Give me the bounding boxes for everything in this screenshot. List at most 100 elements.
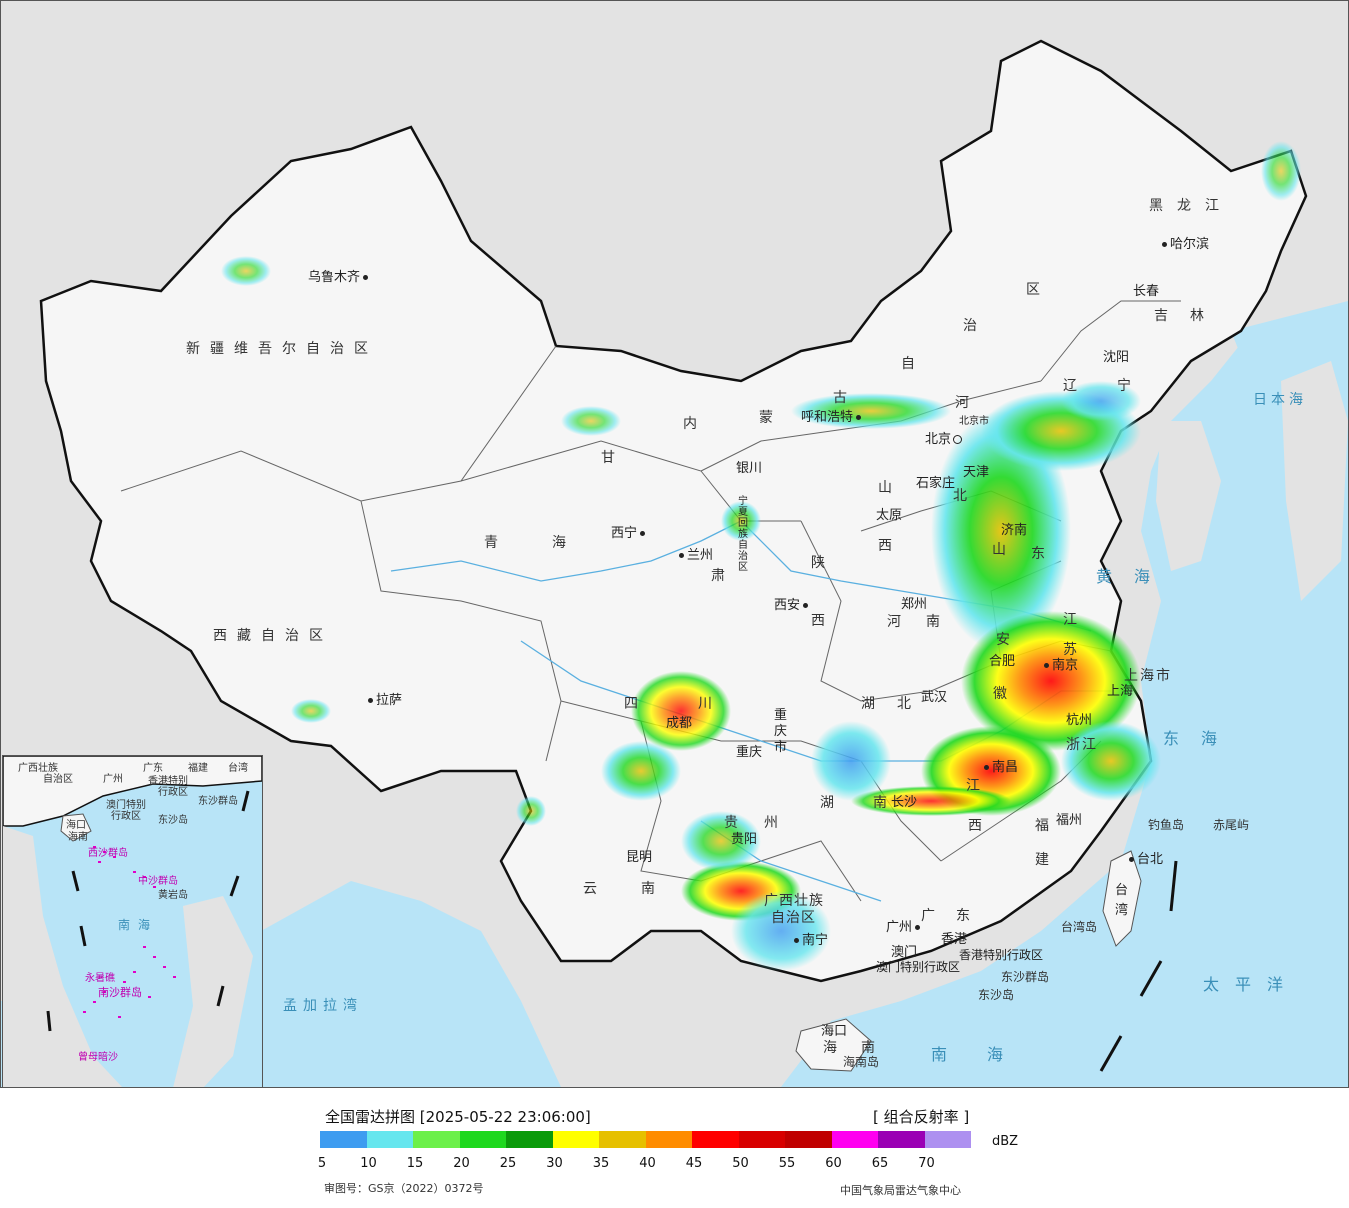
inset-dongsha-2: 东沙岛 (158, 815, 188, 826)
inset-sea-label: 南海 (118, 918, 159, 932)
legend-swatch-0 (320, 1131, 367, 1148)
province-shaanxi-2: 西 (811, 613, 834, 629)
province-neimenggu-3: 古 (833, 390, 856, 406)
radar-echoes (221, 141, 1301, 971)
province-sichuan-2: 川 (698, 696, 721, 712)
city-taipei: 台北 (1126, 853, 1163, 866)
legend-title: 全国雷达拼图 [2025-05-22 23:06:00] (325, 1108, 591, 1126)
south-china-sea-inset: 广西壮族 自治区 广东 福建 台湾 广州 香港特别 行政区 澳门特别 行政区 东… (2, 755, 263, 1087)
inset-macau-2: 行政区 (111, 811, 141, 822)
city-shijiazhuang: 石家庄 (916, 476, 956, 491)
province-neimenggu-6: 区 (1026, 282, 1049, 298)
city-taiyuan: 太原 (876, 508, 903, 523)
province-zhejiang: 浙江 (1066, 737, 1098, 753)
province-hebei-1: 河 (955, 395, 978, 411)
inset-xisha: 西沙群岛 (88, 848, 128, 859)
province-neimenggu-2: 蒙 (759, 410, 782, 426)
province-anhui-2: 徽 (993, 686, 1016, 702)
province-macau: 澳门特别行政区 (876, 960, 961, 974)
city-beijing-label: 北京市 (959, 416, 989, 427)
province-jiangxi-1: 江 (966, 778, 989, 794)
province-gansu: 甘 (601, 450, 624, 466)
province-jiangsu-1: 江 (1063, 612, 1086, 628)
province-hunan-1: 湖 (820, 795, 843, 811)
province-guangxi-2: 自治区 (771, 910, 816, 926)
city-kunming: 昆明 (626, 850, 653, 865)
city-wuhan: 武汉 (921, 690, 948, 705)
province-jiangxi-2: 西 (968, 818, 991, 834)
legend-tick-label: 45 (685, 1156, 703, 1171)
province-shanxi-1: 山 (878, 480, 901, 496)
radar-map: 新疆维吾尔自治区 西藏自治区 青海 甘 肃 内 蒙 古 自 治 区 黑龙江 吉林… (0, 0, 1349, 1088)
city-lanzhou: 兰州 (676, 549, 713, 562)
credit: 中国气象局雷达气象中心 (840, 1184, 961, 1197)
legend-tick-label: 30 (546, 1156, 563, 1171)
inset-hainan: 海南 (68, 832, 88, 843)
inset-dongsha: 东沙群岛 (198, 796, 238, 807)
inset-hk-2: 行政区 (158, 787, 188, 798)
legend-product: [ 组合反射率 ] (873, 1108, 970, 1126)
city-nanjing: 南京 (1041, 659, 1078, 672)
province-shandong-1: 山 (992, 542, 1015, 558)
inset-guangxi: 广西壮族 (18, 763, 58, 774)
province-hainan-2: 南 (861, 1040, 884, 1056)
legend-tick-label: 50 (732, 1156, 749, 1171)
province-liaoning: 辽宁 (1063, 378, 1171, 394)
province-xinjiang: 新疆维吾尔自治区 (186, 341, 378, 357)
province-henan-2: 南 (926, 614, 949, 630)
inset-guangxi-2: 自治区 (43, 774, 73, 785)
legend: 全国雷达拼图 [2025-05-22 23:06:00] [ 组合反射率 ] d… (0, 1088, 1349, 1208)
province-hebei-2: 北 (953, 488, 976, 504)
city-shenyang: 沈阳 (1103, 350, 1130, 365)
city-harbin: 哈尔滨 (1159, 238, 1209, 251)
province-guangxi-1: 广西壮族 (764, 893, 824, 909)
inset-yongshu: 永暑礁 (85, 973, 115, 984)
sea-south: 南海 (931, 1045, 1044, 1064)
legend-tick-label: 10 (360, 1156, 377, 1171)
legend-tick-label: 5 (317, 1156, 327, 1171)
province-shandong-2: 东 (1031, 546, 1054, 562)
legend-tick-label: 25 (499, 1156, 517, 1171)
province-hunan-2: 南 (873, 795, 896, 811)
province-ningxia: 宁夏回族自治区 (738, 496, 748, 573)
province-heilongjiang: 黑龙江 (1149, 198, 1233, 214)
province-guangdong-2: 东 (956, 908, 979, 924)
legend-tick-label: 20 (453, 1156, 470, 1171)
province-yunnan-1: 云 (583, 881, 606, 897)
province-fujian-1: 福 (1035, 818, 1058, 834)
city-guangzhou: 广州 (886, 921, 923, 934)
legend-tick-label: 35 (592, 1156, 610, 1171)
legend-unit: dBZ (992, 1134, 1019, 1149)
province-shaanxi-1: 陕 (811, 555, 834, 571)
city-changsha: 长沙 (891, 795, 918, 810)
inset-canvas (3, 756, 262, 1087)
legend-swatch-6 (599, 1131, 646, 1148)
province-fujian-2: 建 (1035, 852, 1058, 868)
legend-swatch-9 (738, 1131, 785, 1148)
province-hainan-1: 海 (823, 1040, 846, 1056)
city-guiyang: 贵阳 (731, 832, 758, 847)
city-urumqi: 乌鲁木齐 (308, 271, 371, 284)
city-tianjin: 天津 (963, 465, 990, 480)
city-hangzhou: 杭州 (1066, 713, 1093, 728)
legend-colorbar (320, 1131, 971, 1148)
legend-tick-label: 65 (871, 1156, 889, 1171)
inset-haikou: 海口 (66, 820, 86, 831)
city-chengdu: 成都 (666, 716, 693, 731)
province-yunnan-2: 南 (641, 881, 664, 897)
city-nanning: 南宁 (791, 934, 828, 947)
inset-zhongsha: 中沙群岛 (138, 876, 178, 887)
city-jinan: 济南 (1001, 523, 1028, 538)
island-hainan: 海南岛 (843, 1055, 880, 1069)
city-haikou: 海口 (821, 1024, 848, 1039)
legend-swatch-3 (459, 1131, 506, 1148)
province-guizhou-1: 贵 (724, 815, 747, 831)
province-jiangsu-2: 苏 (1063, 642, 1086, 658)
legend-swatch-2 (413, 1131, 460, 1148)
legend-swatch-13 (924, 1131, 971, 1148)
island-chiwei: 赤尾屿 (1213, 818, 1250, 832)
province-jilin: 吉林 (1154, 308, 1226, 324)
legend-tick-label: 60 (825, 1156, 842, 1171)
approval-number: 审图号：GS京（2022）0372号 (324, 1182, 484, 1195)
city-hohhot: 呼和浩特 (801, 411, 864, 424)
